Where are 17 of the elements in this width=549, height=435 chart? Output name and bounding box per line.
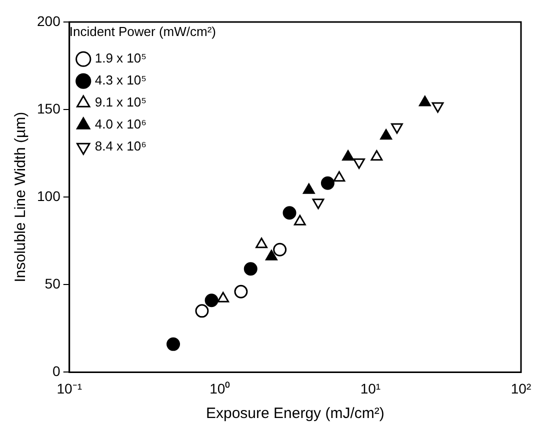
x-tick-label: 10⁻¹ [56,380,82,396]
legend-label: 4.0 x 10⁶ [94,116,146,132]
legend-label: 4.3 x 10⁵ [94,72,147,88]
x-tick-label: 10¹ [360,380,381,396]
legend-label: 9.1 x 10⁵ [94,94,147,110]
y-tick-label: 0 [52,363,61,380]
y-tick-label: 100 [37,188,61,204]
legend-label: 8.4 x 10⁶ [94,138,146,154]
y-axis-title: Insoluble Line Width (µm) [12,112,30,282]
legend-label: 1.9 x 10⁵ [94,50,147,66]
x-axis-title: Exposure Energy (mJ/cm²) [206,405,384,422]
x-tick-label: 10² [510,380,532,396]
y-tick-label: 150 [37,100,61,116]
y-tick-label: 200 [37,12,61,29]
x-tick-label: 10⁰ [210,380,230,396]
y-tick-label: 50 [44,276,61,292]
legend-title: Incident Power (mW/cm²) [69,24,216,40]
